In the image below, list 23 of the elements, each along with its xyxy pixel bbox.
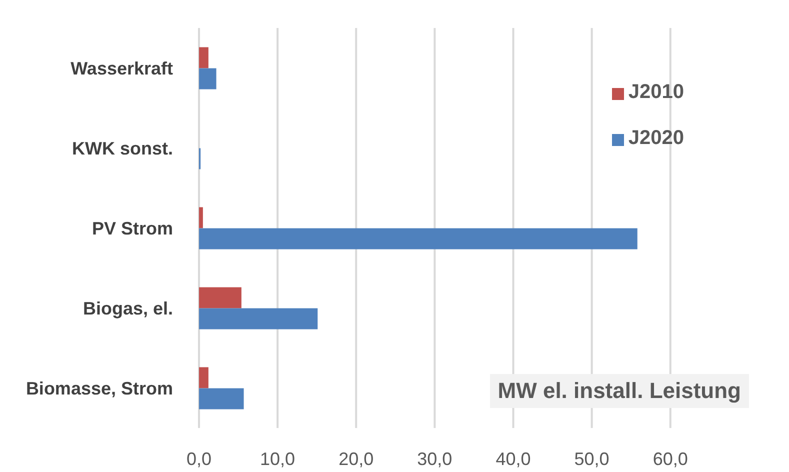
- x-tick-label: 10,0: [260, 448, 296, 469]
- y-tick-label: Wasserkraft: [70, 58, 173, 78]
- y-tick-label: Biogas, el.: [82, 298, 173, 318]
- y-tick-label: KWK sonst.: [72, 138, 173, 158]
- x-tick-label: 30,0: [417, 448, 452, 469]
- x-tick-label: 0,0: [186, 448, 212, 469]
- x-tick-label: 60,0: [652, 448, 688, 469]
- legend-label: J2010: [628, 81, 684, 103]
- y-tick-label: Biomasse, Strom: [26, 378, 173, 398]
- legend-label: J2020: [628, 127, 684, 149]
- y-tick-label: PV Strom: [92, 218, 173, 238]
- bar: [199, 388, 244, 410]
- bar: [199, 367, 208, 388]
- bar: [199, 308, 318, 330]
- text: MW el. install. Leistung: [490, 374, 749, 408]
- bar: [199, 47, 208, 68]
- x-tick-label: 40,0: [496, 448, 531, 469]
- bar: [199, 207, 203, 228]
- x-tick-label: 50,0: [574, 448, 610, 469]
- bar: [199, 228, 638, 250]
- bar: [199, 68, 216, 90]
- x-tick-label: 20,0: [338, 448, 374, 469]
- bar: [199, 287, 242, 308]
